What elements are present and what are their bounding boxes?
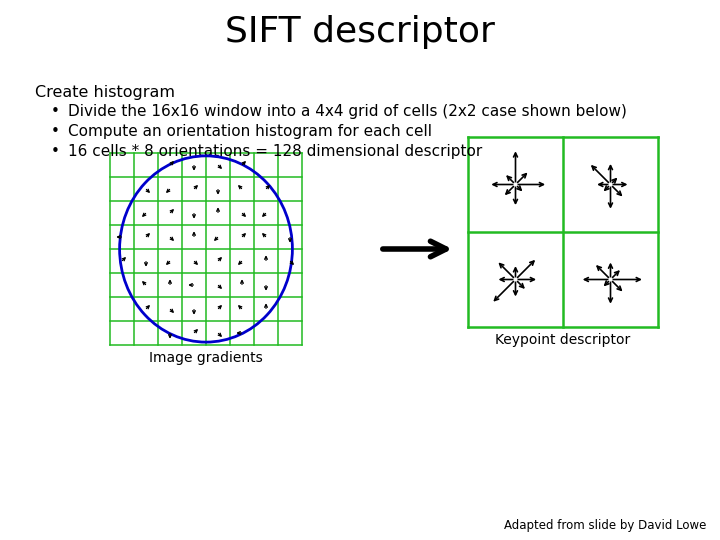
Text: •: • — [50, 144, 60, 159]
Text: Image gradients: Image gradients — [149, 351, 263, 365]
Text: Create histogram: Create histogram — [35, 85, 175, 100]
Text: •: • — [50, 124, 60, 139]
Text: Keypoint descriptor: Keypoint descriptor — [495, 333, 631, 347]
Text: SIFT descriptor: SIFT descriptor — [225, 15, 495, 49]
Text: •: • — [50, 104, 60, 119]
Text: 16 cells * 8 orientations = 128 dimensional descriptor: 16 cells * 8 orientations = 128 dimensio… — [68, 144, 482, 159]
Text: Adapted from slide by David Lowe: Adapted from slide by David Lowe — [503, 519, 706, 532]
Text: Divide the 16x16 window into a 4x4 grid of cells (2x2 case shown below): Divide the 16x16 window into a 4x4 grid … — [68, 104, 627, 119]
Text: Compute an orientation histogram for each cell: Compute an orientation histogram for eac… — [68, 124, 432, 139]
